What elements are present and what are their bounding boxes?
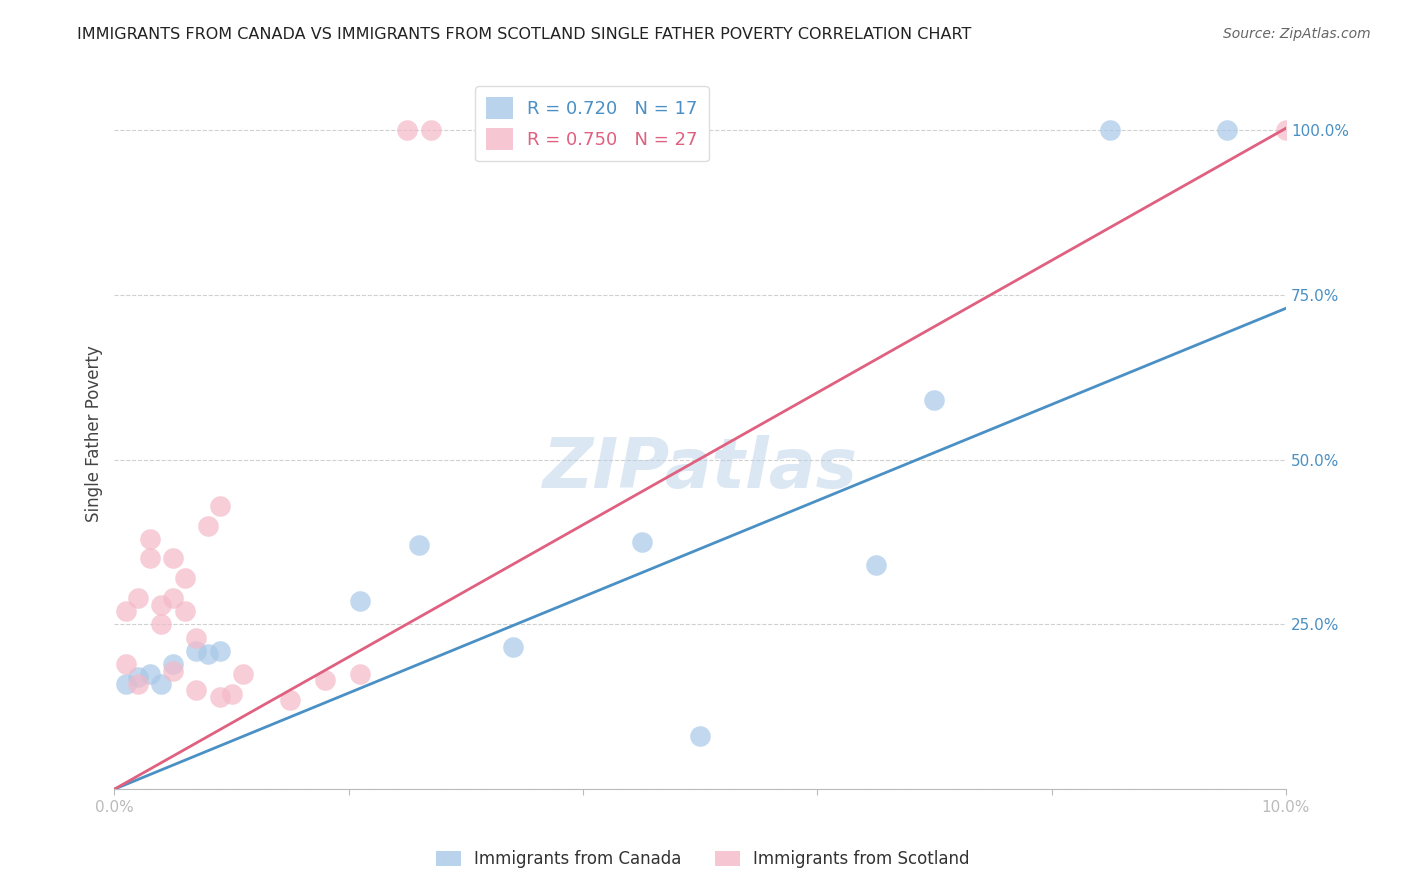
Point [208,499,231,513]
Point [115,676,138,690]
Point [186,683,208,698]
Point [208,690,231,704]
Point [502,640,524,655]
Legend: R = 0.720   N = 17, R = 0.750   N = 27: R = 0.720 N = 17, R = 0.750 N = 27 [475,87,709,161]
Point [186,631,208,645]
Point [349,594,371,608]
Text: IMMIGRANTS FROM CANADA VS IMMIGRANTS FROM SCOTLAND SINGLE FATHER POVERTY CORRELA: IMMIGRANTS FROM CANADA VS IMMIGRANTS FRO… [77,27,972,42]
Point [221,687,243,701]
Point [197,647,219,661]
Point [1216,123,1239,137]
Point [138,551,160,566]
Point [865,558,887,573]
Point [1099,123,1122,137]
Point [162,657,184,671]
Point [150,617,173,632]
Point [138,666,160,681]
Point [1275,123,1298,137]
Legend: Immigrants from Canada, Immigrants from Scotland: Immigrants from Canada, Immigrants from … [429,844,977,875]
Point [419,123,441,137]
Text: ZIPatlas: ZIPatlas [543,435,858,502]
Point [150,598,173,612]
Text: Source: ZipAtlas.com: Source: ZipAtlas.com [1223,27,1371,41]
Point [208,644,231,658]
Point [127,670,149,684]
Point [127,591,149,605]
Y-axis label: Single Father Poverty: Single Father Poverty [86,345,103,522]
Point [408,538,430,552]
Point [162,591,184,605]
Point [186,644,208,658]
Point [173,604,195,618]
Point [924,393,946,408]
Point [630,535,652,549]
Point [138,532,160,546]
Point [689,730,711,744]
Point [127,676,149,690]
Point [278,693,301,707]
Point [173,571,195,585]
Point [115,657,138,671]
Point [197,518,219,533]
Point [572,123,595,137]
Point [115,604,138,618]
Point [349,666,371,681]
Point [162,551,184,566]
Point [396,123,419,137]
Point [162,664,184,678]
Point [232,666,254,681]
Point [150,676,173,690]
Point [314,673,336,688]
